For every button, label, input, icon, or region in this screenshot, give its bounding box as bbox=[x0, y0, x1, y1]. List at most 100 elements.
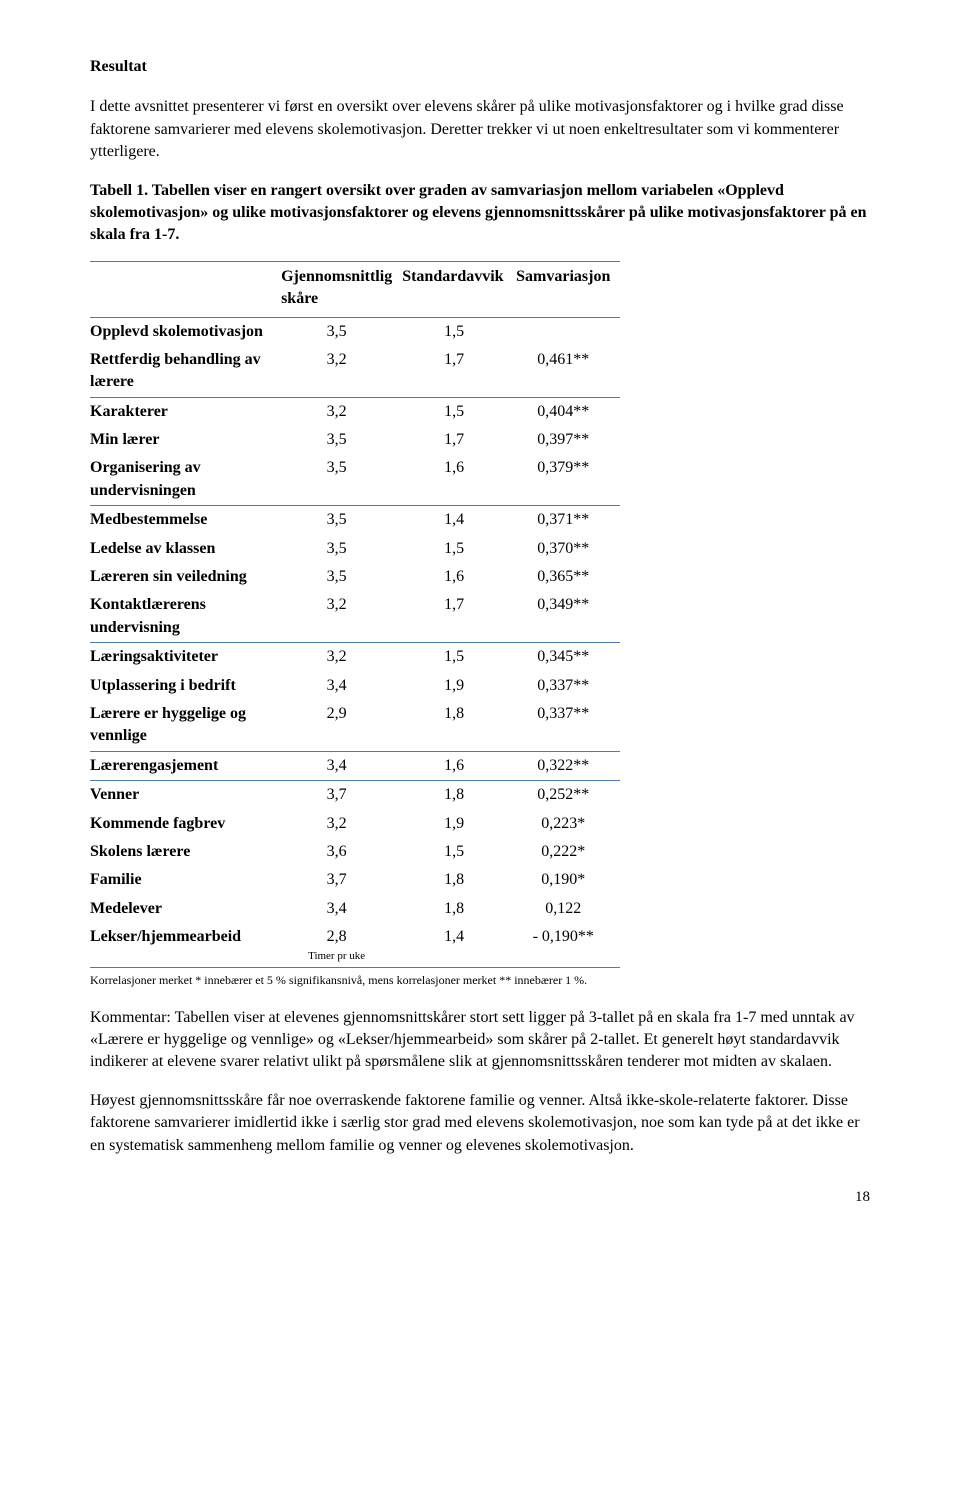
row-sd: 1,8 bbox=[402, 895, 516, 923]
table-row: Medbestemmelse3,51,40,371** bbox=[90, 506, 620, 535]
row-sd: 1,5 bbox=[402, 535, 516, 563]
row-mean: 3,2 bbox=[281, 810, 402, 838]
row-label: Lærere er hyggelige og vennlige bbox=[90, 700, 281, 751]
row-mean: 2,9 bbox=[281, 700, 402, 751]
row-label: Læreren sin veiledning bbox=[90, 563, 281, 591]
row-mean: 3,6 bbox=[281, 838, 402, 866]
row-corr: 0,223* bbox=[516, 810, 620, 838]
row-label: Rettferdig behandling av lærere bbox=[90, 346, 281, 397]
row-mean: 3,5 bbox=[281, 506, 402, 535]
comment-paragraph-2: Høyest gjennomsnittsskåre får noe overra… bbox=[90, 1090, 870, 1157]
row-corr: 0,371** bbox=[516, 506, 620, 535]
table-row: Lekser/hjemmearbeid2,8Timer pr uke1,4- 0… bbox=[90, 923, 620, 967]
col-header-mean: Gjennomsnittlig skåre bbox=[281, 261, 402, 317]
table-row: Lærere er hyggelige og vennlige2,91,80,3… bbox=[90, 700, 620, 751]
row-mean: 3,2 bbox=[281, 346, 402, 397]
row-mean: 3,5 bbox=[281, 426, 402, 454]
row-corr: 0,122 bbox=[516, 895, 620, 923]
col-header-corr: Samvariasjon bbox=[516, 261, 620, 317]
row-mean: 3,4 bbox=[281, 672, 402, 700]
row-label: Opplevd skolemotivasjon bbox=[90, 317, 281, 346]
row-mean: 3,5 bbox=[281, 317, 402, 346]
row-sd: 1,7 bbox=[402, 346, 516, 397]
row-sd: 1,5 bbox=[402, 838, 516, 866]
row-sd: 1,8 bbox=[402, 781, 516, 810]
row-sd: 1,6 bbox=[402, 454, 516, 505]
row-mean: 3,5 bbox=[281, 454, 402, 505]
row-subnote: Timer pr uke bbox=[281, 949, 392, 964]
row-sd: 1,5 bbox=[402, 317, 516, 346]
table-row: Læringsaktiviteter3,21,50,345** bbox=[90, 643, 620, 672]
row-corr: 0,365** bbox=[516, 563, 620, 591]
col-header-label bbox=[90, 261, 281, 317]
row-label: Karakterer bbox=[90, 397, 281, 426]
row-sd: 1,6 bbox=[402, 751, 516, 780]
row-label: Læringsaktiviteter bbox=[90, 643, 281, 672]
table-row: Læreren sin veiledning3,51,60,365** bbox=[90, 563, 620, 591]
row-label: Medbestemmelse bbox=[90, 506, 281, 535]
row-label: Min lærer bbox=[90, 426, 281, 454]
row-corr: 0,252** bbox=[516, 781, 620, 810]
row-corr bbox=[516, 317, 620, 346]
row-label: Lærerengasjement bbox=[90, 751, 281, 780]
row-mean: 3,2 bbox=[281, 643, 402, 672]
row-label: Organisering av undervisningen bbox=[90, 454, 281, 505]
row-sd: 1,8 bbox=[402, 700, 516, 751]
comment-paragraph-1: Kommentar: Tabellen viser at elevenes gj… bbox=[90, 1007, 870, 1074]
row-label: Kontaktlærerens undervisning bbox=[90, 591, 281, 642]
table-row: Opplevd skolemotivasjon3,51,5 bbox=[90, 317, 620, 346]
table-row: Skolens lærere3,61,50,222* bbox=[90, 838, 620, 866]
page-number: 18 bbox=[90, 1187, 870, 1208]
row-corr: 0,190* bbox=[516, 866, 620, 894]
row-sd: 1,7 bbox=[402, 426, 516, 454]
row-label: Familie bbox=[90, 866, 281, 894]
row-sd: 1,4 bbox=[402, 923, 516, 967]
table-row: Organisering av undervisningen3,51,60,37… bbox=[90, 454, 620, 505]
col-header-sd: Standardavvik bbox=[402, 261, 516, 317]
row-mean: 3,7 bbox=[281, 866, 402, 894]
row-mean: 3,5 bbox=[281, 563, 402, 591]
table-row: Utplassering i bedrift3,41,90,337** bbox=[90, 672, 620, 700]
row-label: Medelever bbox=[90, 895, 281, 923]
row-sd: 1,4 bbox=[402, 506, 516, 535]
table-row: Medelever3,41,80,122 bbox=[90, 895, 620, 923]
row-corr: 0,349** bbox=[516, 591, 620, 642]
row-mean: 3,7 bbox=[281, 781, 402, 810]
row-sd: 1,8 bbox=[402, 866, 516, 894]
row-label: Ledelse av klassen bbox=[90, 535, 281, 563]
row-corr: 0,404** bbox=[516, 397, 620, 426]
row-corr: 0,379** bbox=[516, 454, 620, 505]
row-label: Kommende fagbrev bbox=[90, 810, 281, 838]
row-mean: 3,4 bbox=[281, 751, 402, 780]
row-label: Utplassering i bedrift bbox=[90, 672, 281, 700]
row-label: Venner bbox=[90, 781, 281, 810]
row-corr: 0,345** bbox=[516, 643, 620, 672]
table-row: Kommende fagbrev3,21,90,223* bbox=[90, 810, 620, 838]
row-corr: 0,337** bbox=[516, 700, 620, 751]
row-sd: 1,6 bbox=[402, 563, 516, 591]
row-sd: 1,9 bbox=[402, 672, 516, 700]
table-row: Min lærer3,51,70,397** bbox=[90, 426, 620, 454]
table-row: Ledelse av klassen3,51,50,370** bbox=[90, 535, 620, 563]
table-row: Rettferdig behandling av lærere3,21,70,4… bbox=[90, 346, 620, 397]
row-mean: 3,5 bbox=[281, 535, 402, 563]
row-sd: 1,5 bbox=[402, 397, 516, 426]
correlation-table: Gjennomsnittlig skåre Standardavvik Samv… bbox=[90, 261, 620, 968]
row-label: Lekser/hjemmearbeid bbox=[90, 923, 281, 967]
table-row: Kontaktlærerens undervisning3,21,70,349*… bbox=[90, 591, 620, 642]
row-mean: 3,4 bbox=[281, 895, 402, 923]
row-label: Skolens lærere bbox=[90, 838, 281, 866]
table-caption: Tabell 1. Tabellen viser en rangert over… bbox=[90, 180, 870, 247]
row-corr: 0,222* bbox=[516, 838, 620, 866]
section-title: Resultat bbox=[90, 56, 870, 78]
row-corr: 0,397** bbox=[516, 426, 620, 454]
table-row: Lærerengasjement3,41,60,322** bbox=[90, 751, 620, 780]
row-sd: 1,5 bbox=[402, 643, 516, 672]
row-sd: 1,7 bbox=[402, 591, 516, 642]
row-corr: 0,337** bbox=[516, 672, 620, 700]
row-corr: 0,322** bbox=[516, 751, 620, 780]
row-mean: 3,2 bbox=[281, 591, 402, 642]
table-row: Venner3,71,80,252** bbox=[90, 781, 620, 810]
intro-paragraph: I dette avsnittet presenterer vi først e… bbox=[90, 96, 870, 163]
table-row: Familie3,71,80,190* bbox=[90, 866, 620, 894]
